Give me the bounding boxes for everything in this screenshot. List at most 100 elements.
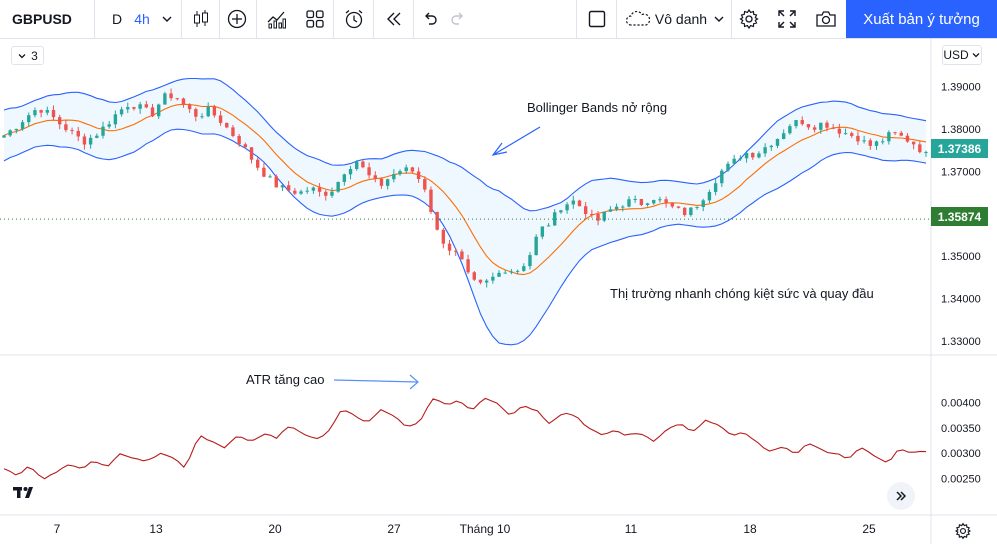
- replay-button[interactable]: [379, 0, 409, 38]
- interval-d-button[interactable]: D: [111, 11, 123, 27]
- tradingview-logo-icon: [13, 487, 33, 498]
- candle-body: [862, 140, 866, 142]
- settings-button[interactable]: [734, 0, 764, 38]
- candle-body: [645, 203, 650, 205]
- candle-body: [76, 130, 80, 137]
- interval-4h-button[interactable]: 4h: [134, 11, 150, 27]
- gear-icon: [739, 8, 759, 30]
- publish-idea-button[interactable]: Xuất bản ý tưởng: [846, 0, 997, 38]
- candle-body: [156, 104, 161, 117]
- candle-body: [361, 161, 365, 168]
- candle-body: [113, 114, 118, 125]
- time-tick-label: 11: [625, 522, 638, 536]
- layout-name-label: Vô danh: [654, 11, 708, 27]
- chart-settings-button[interactable]: [952, 520, 974, 542]
- candle-body: [664, 199, 668, 203]
- gear-icon: [954, 522, 972, 540]
- fullscreen-button[interactable]: [772, 0, 802, 38]
- candle-body: [317, 187, 322, 192]
- chart-canvas[interactable]: Bollinger Bands nở rộng Thị trường nhanh …: [0, 39, 997, 544]
- atr-series: [3, 397, 927, 480]
- grid-icon: [306, 10, 324, 28]
- candle-body: [924, 151, 928, 153]
- candle-body: [441, 229, 446, 244]
- candle-body: [670, 202, 674, 207]
- candle-body: [187, 104, 192, 110]
- redo-button[interactable]: [446, 0, 470, 38]
- candle-body: [484, 280, 489, 283]
- divider: [576, 0, 577, 38]
- indicators-button[interactable]: [262, 0, 292, 38]
- symbol-search-button[interactable]: GBPUSD: [12, 11, 72, 27]
- currency-selector[interactable]: USD: [942, 45, 982, 65]
- candle-body: [905, 135, 910, 142]
- candle-body: [39, 110, 43, 113]
- time-tick-label: 25: [862, 522, 876, 536]
- candle-body: [175, 98, 179, 100]
- layout-name-button[interactable]: Vô danh: [620, 0, 730, 38]
- alert-button[interactable]: [339, 0, 369, 38]
- candle-body: [95, 135, 99, 138]
- candle-body: [534, 236, 538, 256]
- candle-body: [379, 178, 384, 186]
- scroll-to-realtime-button[interactable]: [887, 482, 915, 510]
- candle-body: [132, 107, 136, 109]
- candle-body: [608, 209, 613, 212]
- candle-body: [472, 272, 476, 280]
- divider: [373, 0, 374, 38]
- candle-body: [812, 127, 817, 130]
- candle-body: [621, 206, 625, 208]
- candle-body: [373, 175, 377, 179]
- candle-body: [559, 210, 563, 213]
- candle-body: [398, 171, 402, 175]
- candle-body: [262, 167, 266, 177]
- expand-icon: [778, 10, 796, 28]
- candle-body: [27, 115, 31, 123]
- divider: [219, 0, 220, 38]
- candle-body: [744, 152, 749, 159]
- reversal-annotation-text: Thị trường nhanh chóng kiệt sức và quay …: [610, 286, 874, 301]
- candle-body: [726, 163, 730, 171]
- snapshot-button[interactable]: [810, 0, 842, 38]
- candle-body: [367, 167, 371, 176]
- band-fill: [4, 78, 926, 345]
- interval-dropdown[interactable]: [156, 0, 178, 38]
- candle-body: [429, 189, 433, 212]
- candle-body: [831, 127, 835, 129]
- annotations: Bollinger Bands nở rộng Thị trường nhanh …: [246, 100, 874, 390]
- candle-body: [51, 110, 56, 118]
- candle-body: [515, 270, 520, 272]
- undo-button[interactable]: [418, 0, 442, 38]
- candle-body: [614, 206, 619, 210]
- candle-body: [20, 122, 25, 129]
- chevron-down-icon: [714, 16, 724, 22]
- candle-body: [64, 124, 68, 131]
- candle-body: [256, 159, 260, 168]
- indicator-count: 3: [31, 48, 38, 63]
- candle-body: [627, 199, 631, 207]
- candle-body: [800, 120, 804, 125]
- price-tick-label: 1.39000: [941, 82, 981, 94]
- camera-icon: [816, 11, 836, 27]
- candle-body: [460, 251, 464, 260]
- indicators-collapse-button[interactable]: 3: [11, 46, 44, 65]
- candle-body: [918, 144, 922, 153]
- price-tick-label: 1.35000: [941, 251, 981, 263]
- divider: [616, 0, 617, 38]
- templates-button[interactable]: [300, 0, 330, 38]
- time-tick-label: 7: [54, 522, 61, 536]
- candle-body: [181, 98, 186, 105]
- candle-body: [825, 122, 829, 128]
- candlestick-series: [2, 88, 928, 288]
- candle-body: [200, 116, 204, 118]
- candle-body: [237, 135, 241, 145]
- atr-annotation-text: ATR tăng cao: [246, 372, 325, 387]
- cloud-icon: [625, 10, 651, 26]
- chart-type-button[interactable]: [186, 0, 216, 38]
- candle-body: [466, 259, 470, 273]
- double-chevron-right-icon: [896, 491, 907, 501]
- candle-body: [385, 179, 390, 186]
- fullscreen-layout-button[interactable]: [582, 0, 612, 38]
- compare-button[interactable]: [222, 0, 252, 38]
- indicators-icon: [267, 11, 286, 29]
